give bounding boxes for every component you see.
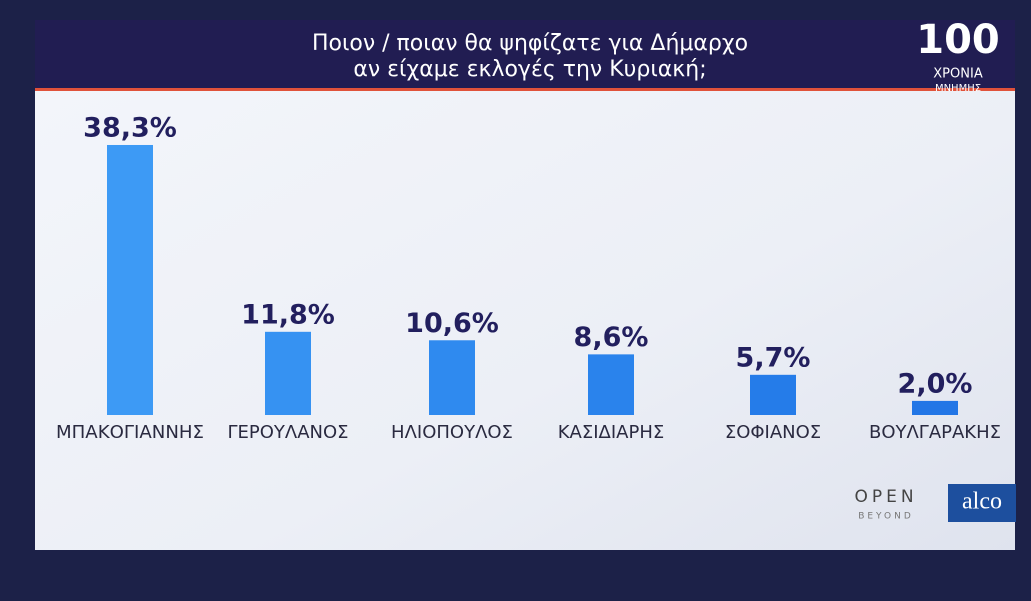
bar	[750, 374, 796, 415]
bar	[265, 331, 311, 415]
value-label: 38,3%	[83, 112, 177, 143]
value-label: 8,6%	[574, 322, 649, 353]
category-label: ΗΛΙΟΠΟΥΛΟΣ	[391, 422, 513, 443]
logo-text: ΧΡΟΝΙΑ	[933, 67, 983, 82]
value-label: 10,6%	[405, 308, 499, 339]
title-line: Ποιον / ποιαν θα ψηφίζατε για Δήμαρχο	[312, 31, 748, 56]
panel	[35, 20, 1015, 550]
logo-text: BEYOND	[858, 512, 914, 522]
category-label: ΣΟΦΙΑΝΟΣ	[725, 422, 821, 443]
bar	[912, 400, 958, 415]
category-label: ΚΑΣΙΔΙΑΡΗΣ	[558, 422, 665, 443]
title-bar	[35, 20, 1015, 88]
value-label: 11,8%	[241, 299, 335, 330]
value-label: 5,7%	[736, 342, 811, 373]
title-underline	[35, 88, 1015, 91]
value-label: 2,0%	[898, 368, 973, 399]
logo-text: 100	[916, 17, 1000, 63]
bar	[107, 144, 153, 416]
title-line: αν είχαμε εκλογές την Κυριακή;	[353, 57, 706, 82]
logo-text: ΜΝΗΜΗΣ	[935, 83, 981, 94]
category-label: ΓΕΡΟΥΛΑΝΟΣ	[227, 422, 348, 443]
bar	[429, 340, 475, 415]
logo-box	[948, 484, 1016, 522]
logo-text: alco	[962, 489, 1002, 515]
category-label: ΜΠΑΚΟΓΙΑΝΝΗΣ	[56, 422, 204, 443]
bar	[588, 354, 634, 415]
plot: 38,3% ΜΠΑΚΟΓΙΑΝΝΗΣ 11,8% ΓΕΡΟΥΛΑΝΟΣ 10,6% ΗΛΙ…	[56, 112, 1001, 443]
logo-text: OPEN	[854, 487, 917, 507]
category-label: ΒΟΥΛΓΑΡΑΚΗΣ	[869, 422, 1001, 443]
